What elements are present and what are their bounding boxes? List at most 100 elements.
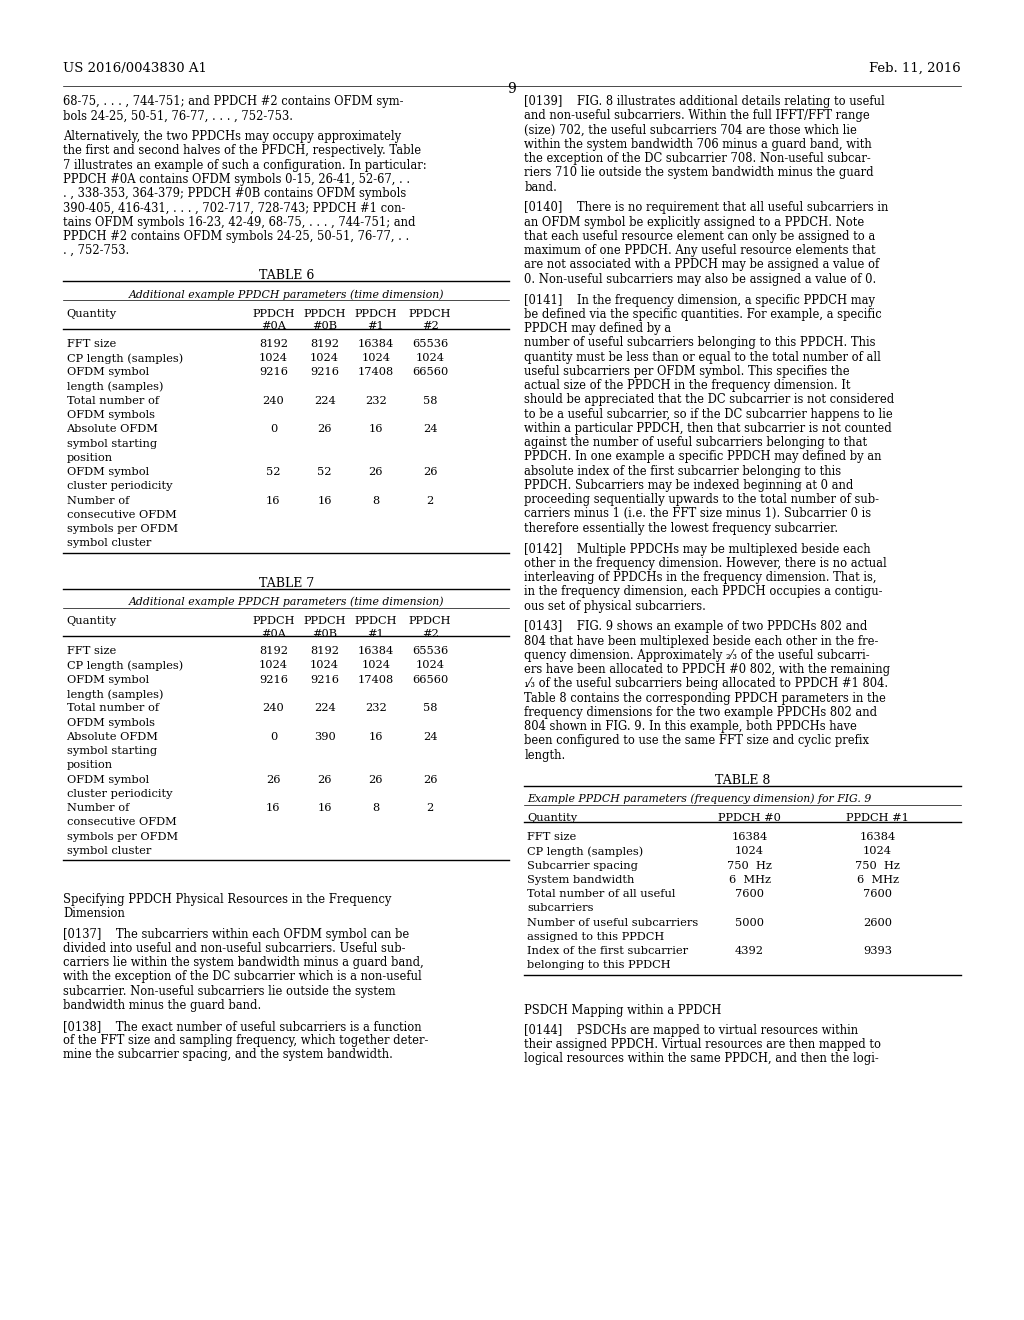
Text: 1024: 1024 (361, 352, 390, 363)
Text: [0137]    The subcarriers within each OFDM symbol can be: [0137] The subcarriers within each OFDM … (63, 928, 410, 941)
Text: 16: 16 (317, 803, 332, 813)
Text: 58: 58 (423, 704, 437, 713)
Text: interleaving of PPDCHs in the frequency dimension. That is,: interleaving of PPDCHs in the frequency … (524, 572, 877, 583)
Text: 26: 26 (369, 775, 383, 784)
Text: Dimension: Dimension (63, 907, 125, 920)
Text: Feb. 11, 2016: Feb. 11, 2016 (868, 62, 961, 75)
Text: #1: #1 (368, 628, 384, 639)
Text: logical resources within the same PPDCH, and then the logi-: logical resources within the same PPDCH,… (524, 1052, 879, 1065)
Text: OFDM symbol: OFDM symbol (67, 367, 148, 378)
Text: 58: 58 (423, 396, 437, 405)
Text: cluster periodicity: cluster periodicity (67, 789, 172, 799)
Text: PPDCH: PPDCH (354, 616, 397, 627)
Text: against the number of useful subcarriers belonging to that: against the number of useful subcarriers… (524, 436, 867, 449)
Text: . , 752-753.: . , 752-753. (63, 244, 130, 257)
Text: . , 338-353, 364-379; PPDCH #0B contains OFDM symbols: . , 338-353, 364-379; PPDCH #0B contains… (63, 187, 407, 201)
Text: Additional example PPDCH parameters (time dimension): Additional example PPDCH parameters (tim… (128, 289, 444, 300)
Text: FFT size: FFT size (67, 647, 116, 656)
Text: US 2016/0043830 A1: US 2016/0043830 A1 (63, 62, 208, 75)
Text: FFT size: FFT size (527, 832, 577, 842)
Text: OFDM symbol: OFDM symbol (67, 467, 148, 477)
Text: 16384: 16384 (731, 832, 768, 842)
Text: 1024: 1024 (416, 660, 444, 671)
Text: 16384: 16384 (357, 339, 394, 348)
Text: 750  Hz: 750 Hz (727, 861, 772, 871)
Text: 1024: 1024 (259, 352, 288, 363)
Text: 804 that have been multiplexed beside each other in the fre-: 804 that have been multiplexed beside ea… (524, 635, 879, 648)
Text: 4392: 4392 (735, 946, 764, 956)
Text: 66560: 66560 (412, 675, 449, 685)
Text: their assigned PPDCH. Virtual resources are then mapped to: their assigned PPDCH. Virtual resources … (524, 1038, 882, 1051)
Text: PPDCH: PPDCH (252, 616, 295, 627)
Text: 232: 232 (365, 396, 387, 405)
Text: 232: 232 (365, 704, 387, 713)
Text: within the system bandwidth 706 minus a guard band, with: within the system bandwidth 706 minus a … (524, 137, 872, 150)
Text: Table 8 contains the corresponding PPDCH parameters in the: Table 8 contains the corresponding PPDCH… (524, 692, 886, 705)
Text: band.: band. (524, 181, 557, 194)
Text: Alternatively, the two PPDCHs may occupy approximately: Alternatively, the two PPDCHs may occupy… (63, 131, 401, 143)
Text: System bandwidth: System bandwidth (527, 875, 635, 884)
Text: Quantity: Quantity (527, 813, 578, 824)
Text: 8: 8 (372, 495, 380, 506)
Text: 8192: 8192 (259, 647, 288, 656)
Text: Example PPDCH parameters (frequency dimension) for FIG. 9: Example PPDCH parameters (frequency dime… (527, 793, 871, 804)
Text: 5000: 5000 (735, 917, 764, 928)
Text: symbol cluster: symbol cluster (67, 539, 151, 548)
Text: Number of useful subcarriers: Number of useful subcarriers (527, 917, 698, 928)
Text: Number of: Number of (67, 803, 129, 813)
Text: 8192: 8192 (259, 339, 288, 348)
Text: #1: #1 (368, 322, 384, 331)
Text: PPDCH: PPDCH (409, 309, 452, 319)
Text: 65536: 65536 (412, 339, 449, 348)
Text: #2: #2 (422, 322, 438, 331)
Text: [0143]    FIG. 9 shows an example of two PPDCHs 802 and: [0143] FIG. 9 shows an example of two PP… (524, 620, 867, 634)
Text: 26: 26 (423, 775, 437, 784)
Text: 804 shown in FIG. 9. In this example, both PPDCHs have: 804 shown in FIG. 9. In this example, bo… (524, 721, 857, 733)
Text: 66560: 66560 (412, 367, 449, 378)
Text: #0B: #0B (312, 322, 337, 331)
Text: Absolute OFDM: Absolute OFDM (67, 424, 159, 434)
Text: bandwidth minus the guard band.: bandwidth minus the guard band. (63, 999, 262, 1012)
Text: 17408: 17408 (357, 367, 394, 378)
Text: other in the frequency dimension. However, there is no actual: other in the frequency dimension. Howeve… (524, 557, 887, 570)
Text: consecutive OFDM: consecutive OFDM (67, 817, 176, 828)
Text: 26: 26 (266, 775, 281, 784)
Text: Index of the first subcarrier: Index of the first subcarrier (527, 946, 688, 956)
Text: belonging to this PPDCH: belonging to this PPDCH (527, 961, 671, 970)
Text: ous set of physical subcarriers.: ous set of physical subcarriers. (524, 599, 707, 612)
Text: Specifying PPDCH Physical Resources in the Frequency: Specifying PPDCH Physical Resources in t… (63, 892, 392, 906)
Text: ₁⁄₃ of the useful subcarriers being allocated to PPDCH #1 804.: ₁⁄₃ of the useful subcarriers being allo… (524, 677, 889, 690)
Text: 224: 224 (313, 704, 336, 713)
Text: be defined via the specific quantities. For example, a specific: be defined via the specific quantities. … (524, 308, 882, 321)
Text: 24: 24 (423, 424, 437, 434)
Text: length.: length. (524, 748, 565, 762)
Text: are not associated with a PPDCH may be assigned a value of: are not associated with a PPDCH may be a… (524, 259, 880, 272)
Text: Total number of: Total number of (67, 396, 159, 405)
Text: Number of: Number of (67, 495, 129, 506)
Text: within a particular PPDCH, then that subcarrier is not counted: within a particular PPDCH, then that sub… (524, 422, 892, 434)
Text: (size) 702, the useful subcarriers 704 are those which lie: (size) 702, the useful subcarriers 704 a… (524, 124, 857, 136)
Text: 26: 26 (423, 467, 437, 477)
Text: 224: 224 (313, 396, 336, 405)
Text: Total number of all useful: Total number of all useful (527, 890, 676, 899)
Text: of the FFT size and sampling frequency, which together deter-: of the FFT size and sampling frequency, … (63, 1034, 429, 1047)
Text: 16: 16 (266, 495, 281, 506)
Text: 1024: 1024 (863, 846, 892, 857)
Text: the exception of the DC subcarrier 708. Non-useful subcar-: the exception of the DC subcarrier 708. … (524, 152, 871, 165)
Text: TABLE 6: TABLE 6 (258, 269, 314, 282)
Text: OFDM symbols: OFDM symbols (67, 411, 155, 420)
Text: 16: 16 (266, 803, 281, 813)
Text: riers 710 lie outside the system bandwidth minus the guard: riers 710 lie outside the system bandwid… (524, 166, 873, 180)
Text: PPDCH. Subcarriers may be indexed beginning at 0 and: PPDCH. Subcarriers may be indexed beginn… (524, 479, 854, 492)
Text: been configured to use the same FFT size and cyclic prefix: been configured to use the same FFT size… (524, 734, 869, 747)
Text: PPDCH may defined by a: PPDCH may defined by a (524, 322, 672, 335)
Text: that each useful resource element can only be assigned to a: that each useful resource element can on… (524, 230, 876, 243)
Text: [0140]    There is no requirement that all useful subcarriers in: [0140] There is no requirement that all … (524, 202, 889, 214)
Text: 0: 0 (269, 731, 278, 742)
Text: Quantity: Quantity (67, 616, 117, 627)
Text: carriers minus 1 (i.e. the FFT size minus 1). Subcarrier 0 is: carriers minus 1 (i.e. the FFT size minu… (524, 507, 871, 520)
Text: PPDCH. In one example a specific PPDCH may defined by an: PPDCH. In one example a specific PPDCH m… (524, 450, 882, 463)
Text: 9: 9 (508, 82, 516, 96)
Text: frequency dimensions for the two example PPDCHs 802 and: frequency dimensions for the two example… (524, 706, 878, 719)
Text: 2600: 2600 (863, 917, 892, 928)
